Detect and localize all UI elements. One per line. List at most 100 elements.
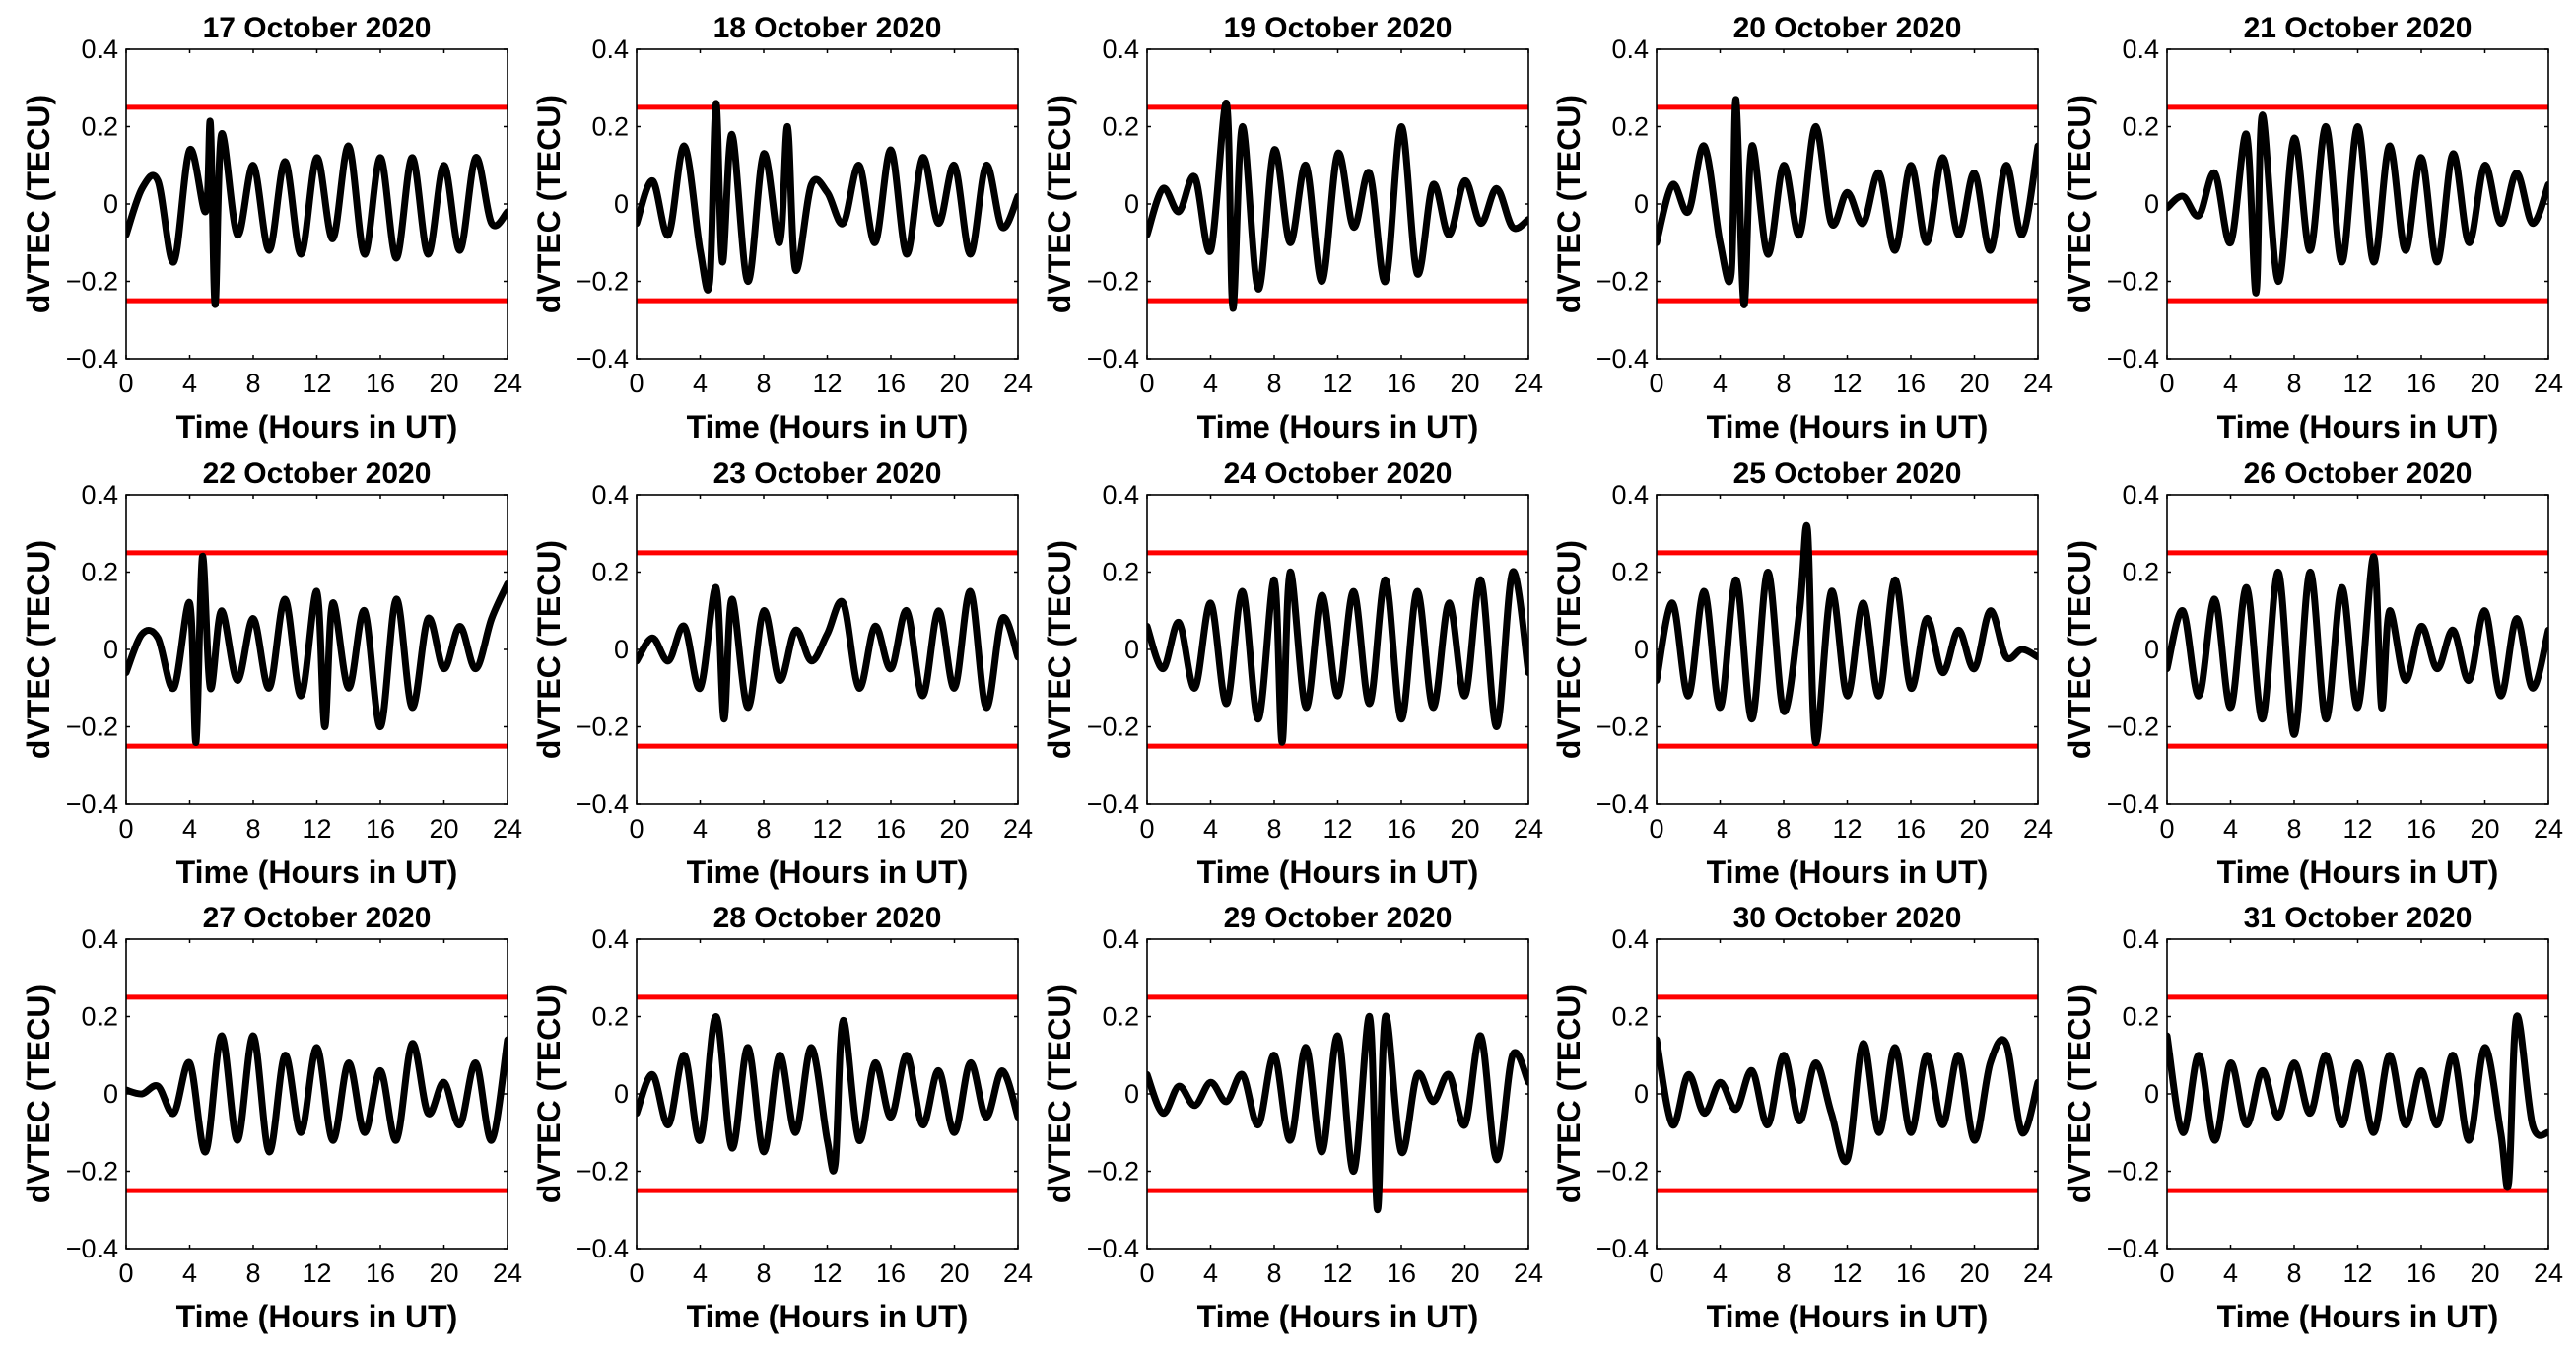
x-tick-label: 24 [493,1258,522,1288]
y-tick-label: 0.4 [591,924,629,954]
y-tick-label: 0.2 [1611,112,1649,142]
x-tick-label: 12 [2342,814,2372,844]
x-tick-label: 20 [2470,369,2499,398]
y-tick-label: 0 [614,189,629,219]
y-axis-label: dVTEC (TECU) [1551,985,1587,1203]
y-axis-label: dVTEC (TECU) [2062,985,2097,1203]
x-tick-label: 4 [182,1258,197,1288]
x-tick-label: 0 [1649,1258,1663,1288]
y-tick-label: 0 [1124,635,1139,664]
y-tick-label: −0.4 [1087,1234,1139,1263]
y-tick-label: 0.2 [591,112,629,142]
x-tick-label: 8 [1266,369,1281,398]
x-tick-label: 24 [493,369,522,398]
y-tick-label: −0.2 [1087,713,1139,742]
y-tick-label: 0 [2144,1079,2159,1109]
dvtec-series-line [1657,1036,2038,1166]
x-tick-label: 16 [1387,1258,1416,1288]
x-axis-label: Time (Hours in UT) [687,854,969,890]
y-tick-label: −0.4 [2107,1234,2159,1263]
x-tick-label: 8 [1266,1258,1281,1288]
y-tick-label: −0.2 [1596,713,1649,742]
subplot-5: 21 October 2020 dVTEC (TECU) Time (Hours i… [2062,12,2563,444]
x-tick-label: 0 [1139,369,1154,398]
subplot-2: 18 October 2020 dVTEC (TECU) Time (Hours i… [531,12,1033,444]
y-tick-label: −0.4 [1087,344,1139,374]
y-axis-label: dVTEC (TECU) [1551,540,1587,759]
y-tick-label: 0.2 [2122,1002,2159,1032]
x-tick-label: 16 [1387,369,1416,398]
y-tick-label: −0.4 [66,789,118,819]
axes-box [125,938,508,1250]
axes-box [1656,48,2039,360]
x-axis-label: Time (Hours in UT) [2217,1299,2499,1334]
x-tick-label: 12 [1832,369,1862,398]
y-tick-label: 0.4 [81,480,118,510]
y-tick-label: 0 [1124,1079,1139,1109]
x-axis-label: Time (Hours in UT) [176,409,458,444]
x-tick-label: 20 [429,1258,458,1288]
y-tick-label: 0.2 [1102,1002,1139,1032]
dvtec-series-line [637,1012,1018,1175]
x-tick-label: 4 [2223,369,2238,398]
plot-title: 18 October 2020 [713,12,942,44]
y-tick-label: −0.4 [1596,344,1649,374]
subplot-9: 25 October 2020 dVTEC (TECU) Time (Hours i… [1551,457,2053,890]
x-axis-label: Time (Hours in UT) [1197,1299,1479,1334]
plot-title: 17 October 2020 [203,12,432,44]
x-tick-label: 20 [1450,814,1479,844]
dvtec-series-line [2167,111,2548,297]
x-tick-label: 4 [1713,369,1728,398]
y-tick-label: −0.2 [66,1157,118,1187]
x-tick-label: 16 [1896,369,1926,398]
x-tick-label: 4 [1713,814,1728,844]
x-tick-label: 16 [366,1258,395,1288]
x-tick-label: 8 [245,1258,260,1288]
axes-box [636,48,1019,360]
x-tick-label: 16 [2407,369,2436,398]
x-tick-label: 12 [812,1258,842,1288]
x-tick-label: 12 [2342,369,2372,398]
x-tick-label: 4 [1203,1258,1218,1288]
y-axis-label: dVTEC (TECU) [21,540,56,759]
x-tick-label: 24 [1003,1258,1033,1288]
x-tick-label: 12 [812,814,842,844]
x-axis-label: Time (Hours in UT) [1707,409,1989,444]
y-axis-label: dVTEC (TECU) [21,985,56,1203]
x-tick-label: 16 [876,814,906,844]
axes-box [2166,494,2549,805]
x-tick-label: 20 [939,1258,969,1288]
x-tick-label: 4 [182,814,197,844]
dvtec-series-line [1147,100,1528,312]
y-tick-label: 0.2 [2122,112,2159,142]
x-tick-label: 16 [876,1258,906,1288]
x-tick-label: 12 [1832,1258,1862,1288]
x-tick-label: 12 [1322,1258,1352,1288]
dvtec-series-line [2167,553,2548,738]
x-tick-label: 24 [1003,814,1033,844]
x-tick-label: 20 [429,814,458,844]
y-tick-label: −0.2 [1596,267,1649,297]
x-axis-label: Time (Hours in UT) [1197,854,1479,890]
y-tick-label: 0.2 [591,558,629,587]
plot-title: 22 October 2020 [203,457,432,490]
x-tick-label: 0 [118,369,133,398]
plot-title: 24 October 2020 [1224,457,1453,490]
x-tick-label: 16 [2407,814,2436,844]
axes-box [1656,938,2039,1250]
x-tick-label: 24 [1514,814,1543,844]
y-tick-label: −0.2 [66,713,118,742]
subplot-6: 22 October 2020 dVTEC (TECU) Time (Hours i… [21,457,522,890]
x-tick-label: 4 [693,1258,708,1288]
y-tick-label: 0.2 [81,1002,118,1032]
y-tick-label: 0 [1634,635,1649,664]
x-tick-label: 24 [2534,814,2563,844]
x-axis-label: Time (Hours in UT) [687,409,969,444]
y-tick-label: 0.2 [1102,112,1139,142]
subplot-1: 17 October 2020 dVTEC (TECU) Time (Hours i… [21,12,522,444]
y-tick-label: 0.4 [2122,480,2159,510]
y-tick-label: 0 [103,635,118,664]
x-tick-label: 24 [1514,1258,1543,1288]
x-tick-label: 0 [629,369,644,398]
x-axis-label: Time (Hours in UT) [2217,854,2499,890]
